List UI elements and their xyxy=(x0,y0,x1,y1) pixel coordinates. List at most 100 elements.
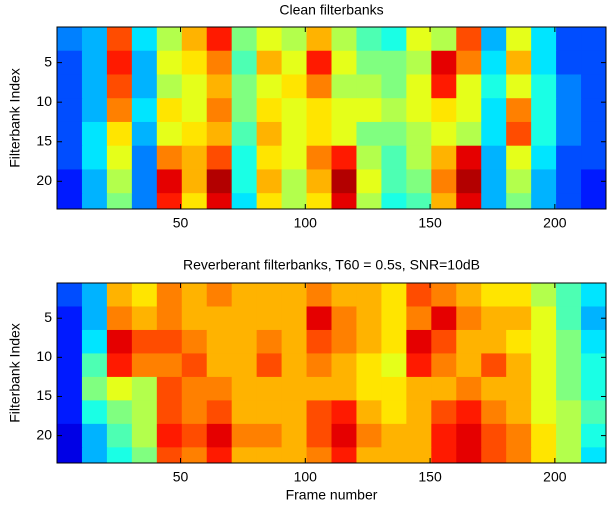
heatmap-cell xyxy=(57,283,83,307)
x-tick-label: 100 xyxy=(294,215,318,231)
heatmap-cell xyxy=(57,447,83,464)
heatmap-cell xyxy=(431,169,457,194)
heatmap-cell xyxy=(281,193,308,210)
heatmap-cell xyxy=(431,50,457,75)
heatmap-cell xyxy=(156,145,183,170)
heatmap-cell xyxy=(406,329,432,354)
heatmap-cell xyxy=(206,423,233,448)
heatmap-cell xyxy=(481,50,507,75)
heatmap-cell xyxy=(206,27,233,52)
heatmap-cell xyxy=(531,353,557,378)
heatmap-cell xyxy=(556,306,582,331)
x-tick-label: 50 xyxy=(173,469,189,485)
heatmap-cell xyxy=(306,329,332,354)
heatmap-cell xyxy=(156,447,183,464)
heatmap-cell xyxy=(256,74,283,99)
heatmap-cell xyxy=(456,121,482,147)
heatmap-cell xyxy=(581,145,607,170)
heatmap-cell xyxy=(206,306,233,331)
heatmap-cell xyxy=(356,169,382,194)
heatmap-cell xyxy=(57,353,83,378)
heatmap-cell xyxy=(231,145,258,170)
heatmap-cell xyxy=(131,353,158,378)
heatmap-cell xyxy=(331,423,357,448)
heatmap-cell xyxy=(156,329,183,354)
heatmap-cell xyxy=(481,27,507,52)
heatmap-cell xyxy=(356,400,382,425)
heatmap-cell xyxy=(506,283,532,307)
heatmap-cell xyxy=(281,306,308,331)
heatmap-cell xyxy=(406,376,432,401)
heatmap-cell xyxy=(156,193,183,210)
heatmap-cell xyxy=(531,423,557,448)
heatmap-cell xyxy=(106,376,133,401)
heatmap-cell xyxy=(331,98,357,123)
heatmap-cell xyxy=(506,376,532,401)
heatmap-cell xyxy=(131,193,158,210)
heatmap-cell xyxy=(206,169,233,194)
heatmap-cell xyxy=(231,423,258,448)
heatmap-cell xyxy=(256,447,283,464)
heatmap-cell xyxy=(506,400,532,425)
heatmap-cell xyxy=(356,121,382,147)
heatmap-cell xyxy=(306,400,332,425)
heatmap-cell xyxy=(256,193,283,210)
heatmap-cell xyxy=(531,169,557,194)
heatmap-cell xyxy=(481,400,507,425)
heatmap-cell xyxy=(581,283,607,307)
x-tick-label: 150 xyxy=(418,469,442,485)
heatmap-cell xyxy=(306,447,332,464)
heatmap-cell xyxy=(331,306,357,331)
y-axis-label: Filterbank Index xyxy=(7,323,23,423)
heatmap-cell xyxy=(556,169,582,194)
heatmap-cell xyxy=(256,400,283,425)
heatmap-cell xyxy=(456,400,482,425)
heatmap-cell xyxy=(331,447,357,464)
heatmap-cell xyxy=(181,329,208,354)
heatmap-cell xyxy=(581,353,607,378)
heatmap-cell xyxy=(381,306,407,331)
heatmap-cell xyxy=(556,353,582,378)
heatmap-cell xyxy=(381,283,407,307)
heatmap-cell xyxy=(106,353,133,378)
heatmap-cell xyxy=(281,27,308,52)
heatmap-cell xyxy=(281,423,308,448)
heatmap-cell xyxy=(57,329,83,354)
x-axis-label: Frame number xyxy=(286,487,378,503)
heatmap-cell xyxy=(456,329,482,354)
heatmap-cell xyxy=(331,27,357,52)
heatmap-cell xyxy=(531,400,557,425)
x-tick-label: 150 xyxy=(418,215,442,231)
heatmap-cell xyxy=(81,169,108,194)
heatmap-cell xyxy=(556,329,582,354)
heatmap-cell xyxy=(156,400,183,425)
x-tick-label: 200 xyxy=(543,215,567,231)
heatmap-cell xyxy=(57,193,83,210)
heatmap-cell xyxy=(81,447,108,464)
heatmap-cell xyxy=(431,329,457,354)
y-axis-label: Filterbank Index xyxy=(7,68,23,168)
heatmap-cell xyxy=(281,169,308,194)
heatmap-cell xyxy=(431,447,457,464)
heatmap-cell xyxy=(481,193,507,210)
heatmap-cell xyxy=(81,423,108,448)
heatmap-cell xyxy=(156,50,183,75)
heatmap-cell xyxy=(531,145,557,170)
heatmap-cell xyxy=(106,423,133,448)
heatmap-cell xyxy=(381,329,407,354)
heatmap-cell xyxy=(306,121,332,147)
heatmap-cell xyxy=(306,98,332,123)
heatmap-cell xyxy=(156,376,183,401)
heatmap-cell xyxy=(481,329,507,354)
heatmap-cell xyxy=(531,50,557,75)
heatmap-cell xyxy=(331,121,357,147)
heatmap-cell xyxy=(431,145,457,170)
heatmap-cell xyxy=(356,27,382,52)
heatmap-cell xyxy=(481,121,507,147)
heatmap-cell xyxy=(281,121,308,147)
heatmap-cell xyxy=(381,447,407,464)
heatmap-cell xyxy=(81,400,108,425)
heatmap-cell xyxy=(331,283,357,307)
heatmap-cell xyxy=(57,376,83,401)
